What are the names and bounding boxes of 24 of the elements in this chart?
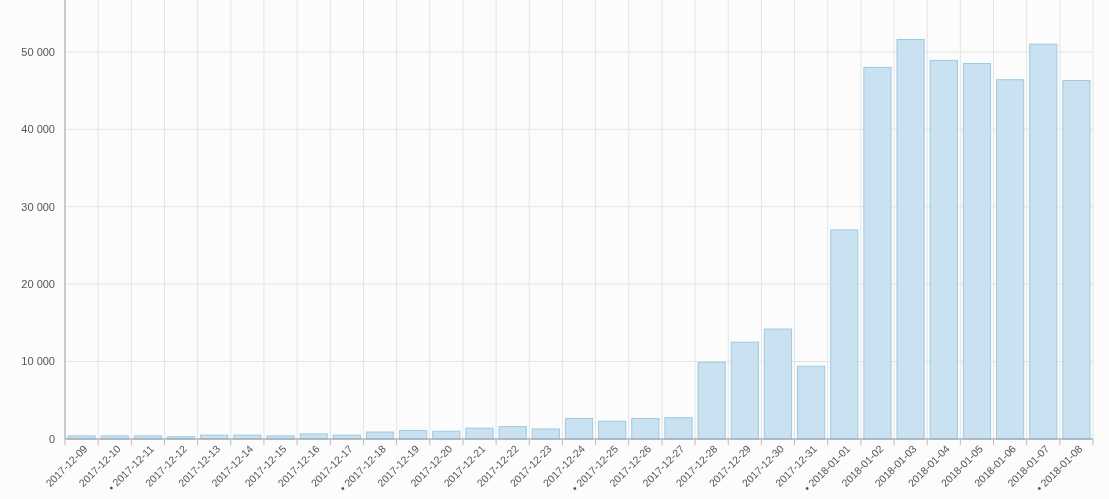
- bar: [962, 62, 992, 440]
- bar: [797, 365, 826, 440]
- bar: [929, 59, 958, 440]
- bar: [664, 417, 693, 440]
- bar: [498, 426, 527, 440]
- y-tick-label: 0: [48, 432, 55, 445]
- bar: [1029, 43, 1058, 440]
- bar: [763, 328, 793, 440]
- bar: [631, 417, 660, 440]
- bar: [996, 79, 1025, 440]
- y-tick-label: 30 000: [21, 200, 55, 213]
- bar: [598, 420, 627, 440]
- bar: [697, 361, 726, 440]
- bar: [531, 428, 560, 440]
- y-tick-label: 40 000: [21, 123, 55, 136]
- y-tick-label: 20 000: [21, 278, 55, 290]
- bar: [730, 341, 759, 440]
- bar: [830, 229, 859, 440]
- bar: [1062, 80, 1091, 440]
- y-tick-label: 50 000: [21, 45, 55, 58]
- bar: [564, 417, 594, 440]
- bar: [863, 66, 892, 440]
- y-tick-label: 10 000: [21, 355, 55, 368]
- bar: [896, 38, 925, 440]
